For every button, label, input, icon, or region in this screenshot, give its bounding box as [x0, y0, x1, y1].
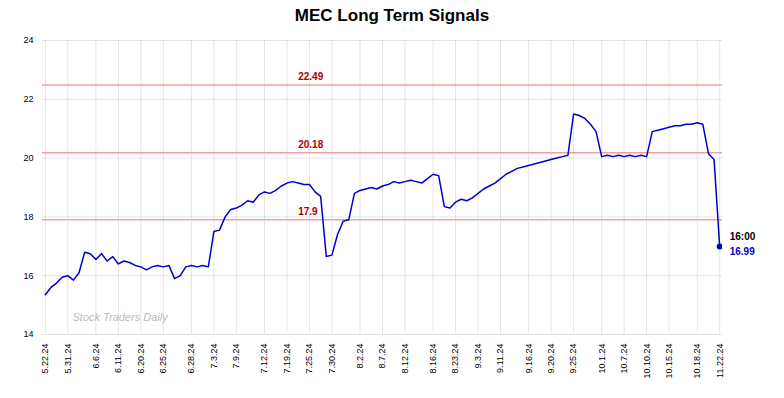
svg-text:7.19.24: 7.19.24 [282, 344, 292, 374]
svg-text:6.11.24: 6.11.24 [113, 344, 123, 373]
svg-text:10.10.24: 10.10.24 [642, 344, 652, 379]
svg-text:7.12.24: 7.12.24 [259, 344, 269, 374]
svg-text:22.49: 22.49 [298, 71, 323, 82]
svg-text:8.7.24: 8.7.24 [377, 344, 387, 369]
svg-text:7.9.24: 7.9.24 [231, 344, 241, 369]
svg-text:18: 18 [23, 212, 33, 222]
svg-text:8.16.24: 8.16.24 [428, 344, 438, 374]
svg-text:20.18: 20.18 [298, 139, 323, 150]
svg-text:6.28.24: 6.28.24 [186, 344, 196, 374]
svg-text:9.20.24: 9.20.24 [546, 344, 556, 374]
svg-text:10.18.24: 10.18.24 [692, 344, 702, 379]
svg-text:10.1.24: 10.1.24 [597, 344, 607, 374]
svg-text:9.11.24: 9.11.24 [495, 344, 505, 373]
svg-text:6.25.24: 6.25.24 [158, 344, 168, 374]
svg-text:5.31.24: 5.31.24 [63, 344, 73, 374]
svg-text:17.9: 17.9 [298, 206, 318, 217]
svg-text:22: 22 [23, 94, 33, 104]
svg-text:5.22.24: 5.22.24 [40, 344, 50, 374]
svg-text:8.23.24: 8.23.24 [450, 344, 460, 374]
svg-text:10.15.24: 10.15.24 [664, 344, 674, 379]
svg-text:6.20.24: 6.20.24 [136, 344, 146, 374]
svg-text:16: 16 [23, 271, 33, 281]
svg-text:16:00: 16:00 [730, 231, 756, 242]
svg-text:8.12.24: 8.12.24 [400, 344, 410, 374]
svg-text:8.2.24: 8.2.24 [355, 344, 365, 369]
svg-text:11.22.24: 11.22.24 [715, 344, 725, 378]
svg-text:7.25.24: 7.25.24 [304, 344, 314, 374]
svg-text:10.7.24: 10.7.24 [619, 344, 629, 374]
svg-text:20: 20 [23, 153, 33, 163]
svg-text:Stock Traders Daily: Stock Traders Daily [73, 311, 170, 323]
svg-text:6.6.24: 6.6.24 [91, 344, 101, 369]
svg-text:7.30.24: 7.30.24 [327, 344, 337, 374]
svg-text:7.3.24: 7.3.24 [209, 344, 219, 369]
svg-text:9.16.24: 9.16.24 [523, 344, 533, 374]
html-text:MEC Long Term Signals: MEC Long Term Signals [294, 6, 490, 25]
svg-text:16.99: 16.99 [730, 246, 755, 257]
svg-text:9.25.24: 9.25.24 [568, 344, 578, 374]
svg-text:9.3.24: 9.3.24 [473, 344, 483, 369]
svg-text:14: 14 [23, 329, 33, 339]
svg-text:24: 24 [23, 35, 33, 45]
